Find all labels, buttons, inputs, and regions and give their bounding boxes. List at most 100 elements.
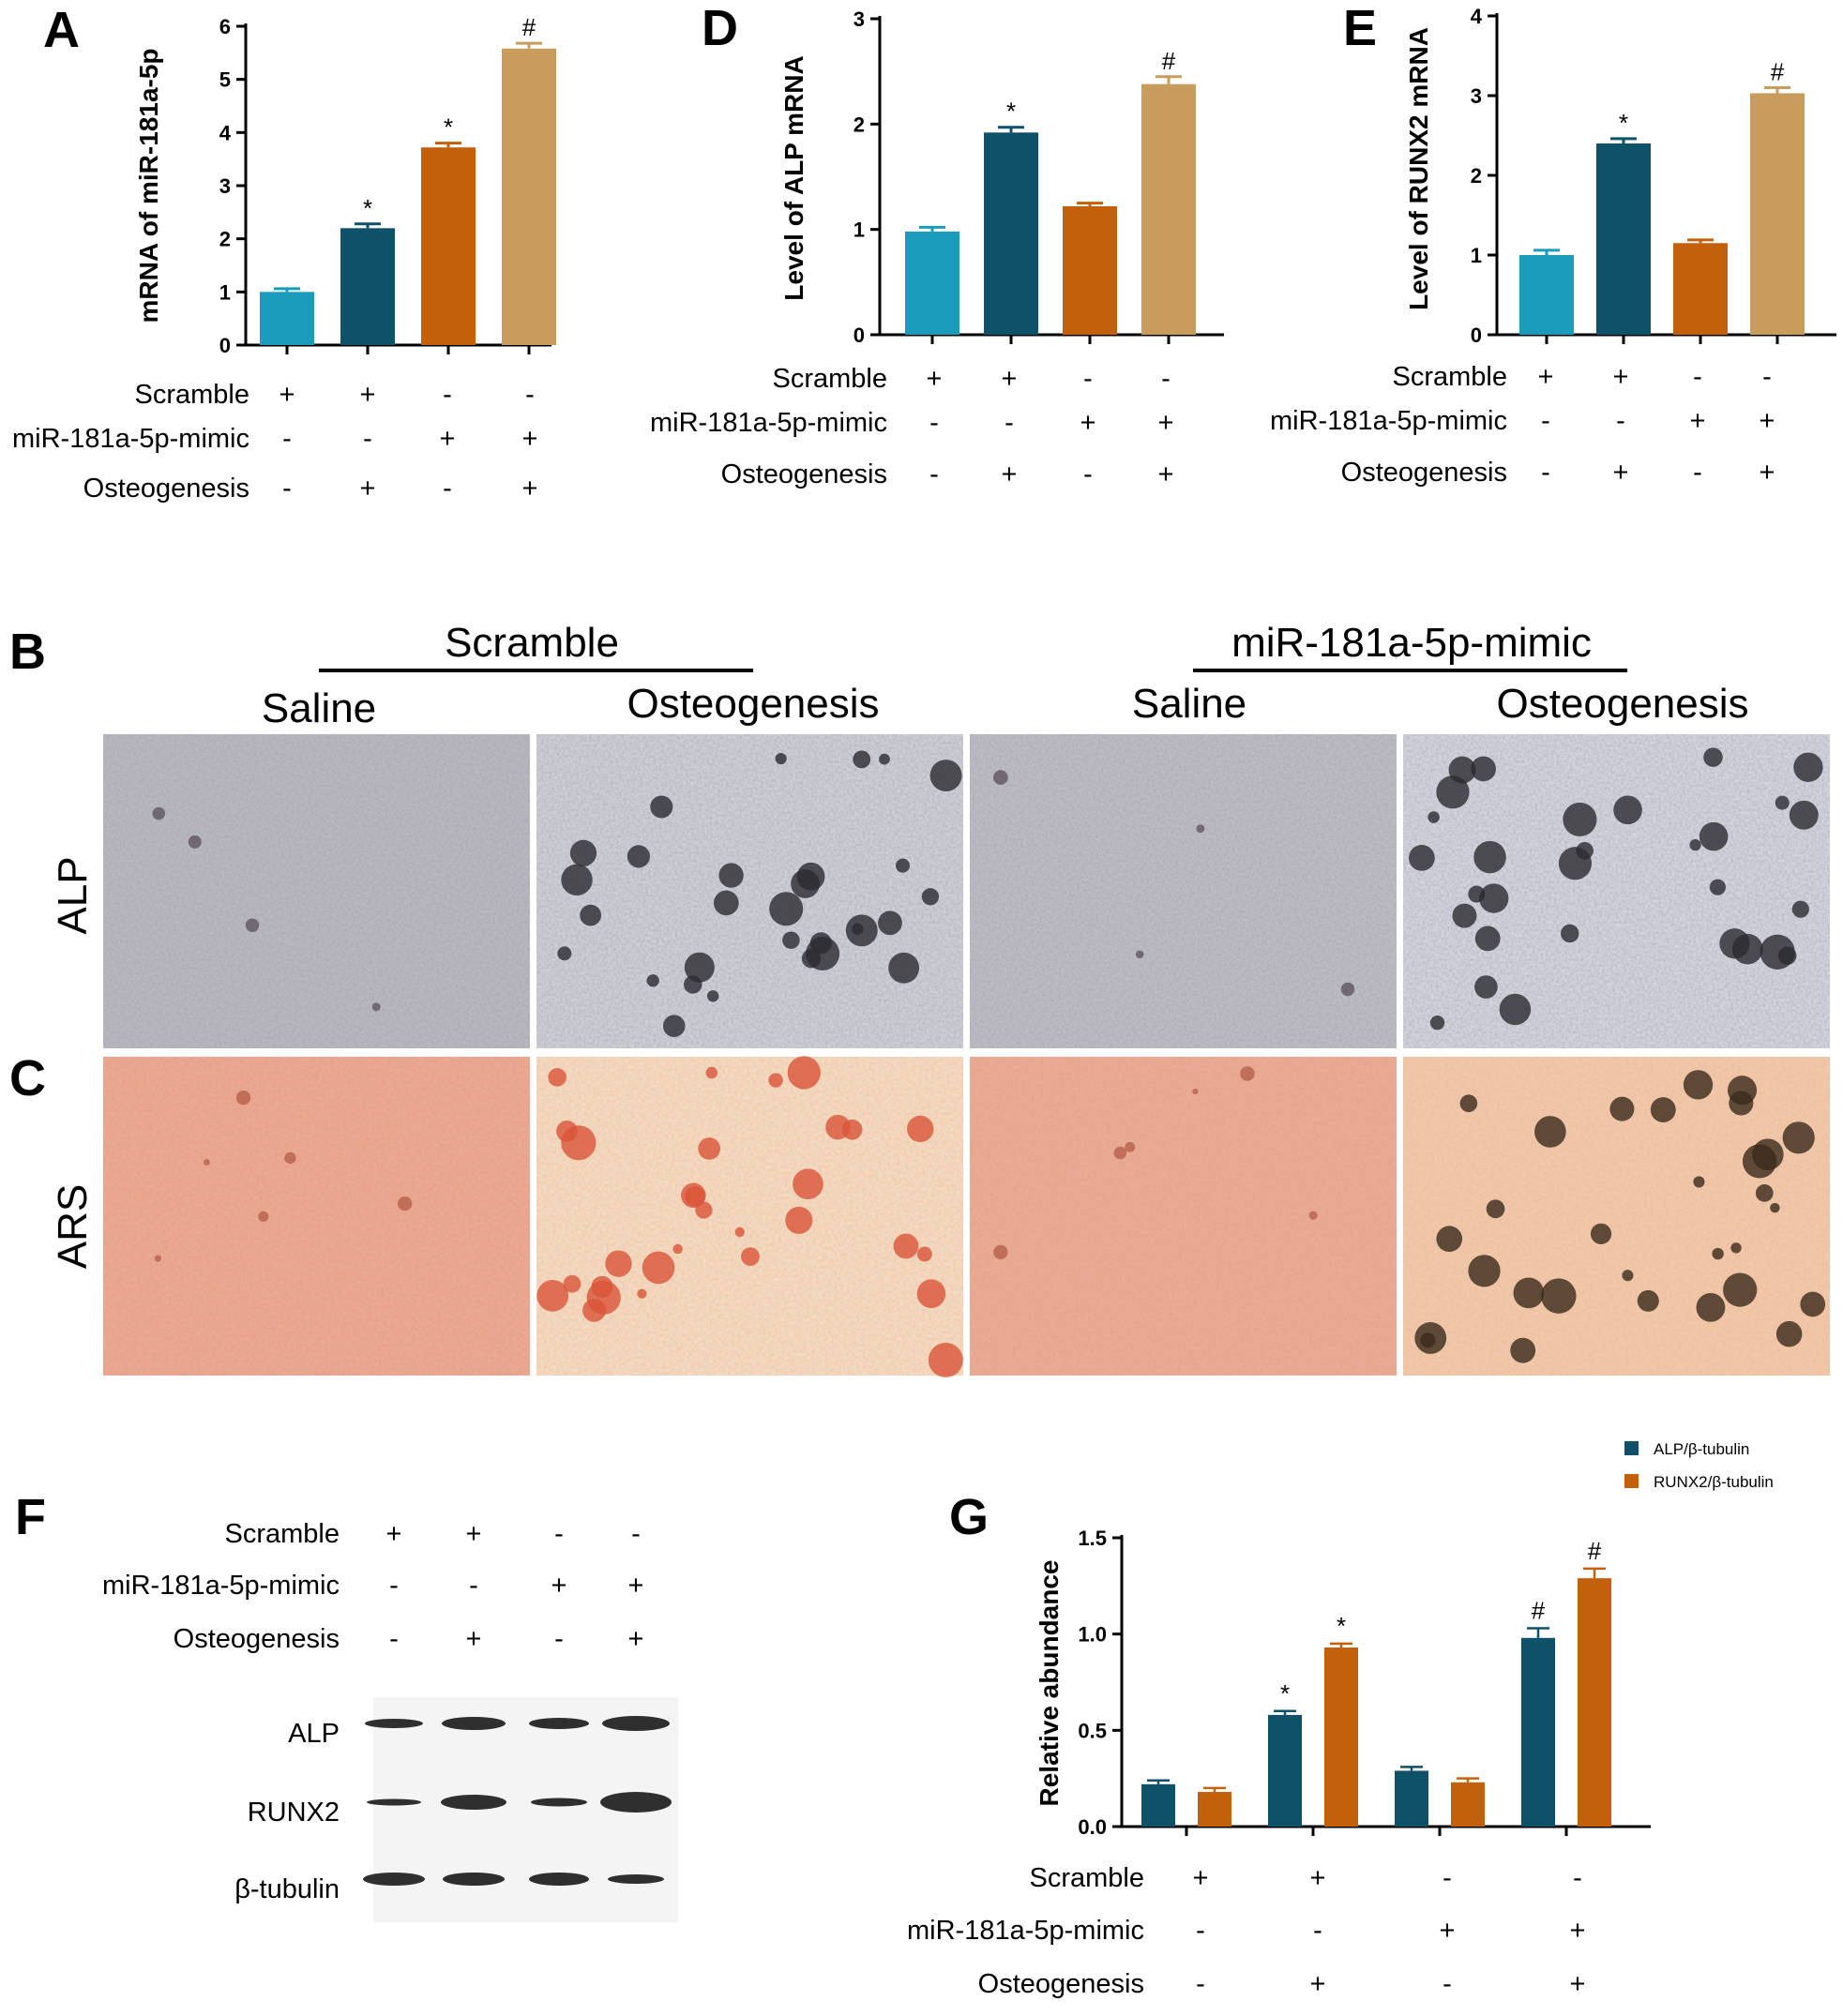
column-label-osteogenesis-2: Osteogenesis [1496,681,1748,727]
bar [1578,1578,1611,1827]
stain-spot [793,1168,823,1200]
group-label-scramble: Scramble [445,620,619,666]
y-tick-label: 1 [219,280,231,304]
condition-sign: + [1158,408,1174,438]
column-label-saline-1: Saline [262,685,376,731]
stain-spot [1650,1097,1676,1123]
stain-spot [235,1091,251,1106]
condition-sign: - [282,474,292,504]
condition-sign: - [1443,1969,1452,1999]
blot-label-runx2: RUNX2 [248,1798,340,1828]
micrograph-alp [970,734,1397,1048]
y-axis-title: Level of RUNX2 mRNA [1404,27,1433,310]
blot-band [600,1792,672,1813]
y-tick-label: 2 [1471,164,1482,188]
condition-label: Osteogenesis [174,1624,340,1654]
stain-spot [741,1247,760,1267]
stain-spot [1428,811,1440,823]
bar [1519,255,1574,335]
chart-g-relative-abundance: 0.0 0.5 1.0 1.5 Relative abundance * # * # Scramb… [907,1527,1651,1999]
condition-label: Scramble [225,1519,340,1549]
stain-spot [1420,1332,1436,1348]
stain-spot [698,1137,721,1160]
significance-mark: * [363,194,372,222]
stain-spot [637,1288,647,1299]
stain-spot [1683,1070,1714,1100]
stain-spot [895,858,910,873]
stain-spot [684,975,702,994]
stain-spot [1609,1096,1635,1121]
stain-spot [1436,775,1470,809]
stain-spot [706,990,719,1002]
condition-sign: - [554,1519,564,1549]
y-tick-label: 6 [219,15,231,38]
condition-sign: + [1613,458,1629,488]
stain-spot [580,904,601,926]
stain-spot [907,1115,934,1143]
y-tick-label: 0.0 [1078,1815,1107,1839]
condition-sign: - [929,459,939,489]
stain-spot [1486,1199,1505,1219]
panel-label-d: D [702,0,738,56]
blot-band [529,1718,589,1729]
stain-spot [928,1342,963,1377]
stain-spot [605,1250,632,1277]
stain-spot [1775,795,1790,810]
condition-sign: - [1083,364,1093,394]
stain-spot [1429,1015,1445,1031]
stain-spot [1459,1094,1478,1113]
condition-sign: + [1613,362,1629,392]
condition-sign: + [522,474,538,504]
blot-band [531,1798,587,1807]
condition-sign: - [389,1624,399,1654]
stain-spot [893,1233,919,1259]
stain-spot [557,946,572,961]
stain-spot [1113,1146,1127,1160]
y-tick-label: 2 [219,228,231,251]
condition-sign: + [1158,459,1174,489]
condition-sign: - [1762,362,1772,392]
stain-spot [1196,824,1205,834]
stain-spot [775,752,787,765]
micrograph-alp [536,734,963,1048]
condition-label: Osteogenesis [721,459,887,489]
stain-spot [1409,845,1435,871]
condition-sign: + [466,1519,482,1549]
stain-spot [1473,840,1506,874]
condition-label: Scramble [135,380,250,410]
y-tick-label: 0 [1471,323,1482,347]
stain-spot [1135,950,1144,959]
condition-sign: - [469,1571,478,1601]
stain-spot [204,1159,210,1166]
condition-sign: + [1538,362,1554,392]
micrograph-ars [536,1056,963,1377]
stain-spot [705,1066,718,1079]
stain-spot [245,918,260,932]
stain-spot [1782,1121,1815,1154]
blot-band [363,1873,425,1886]
condition-sign: + [1310,1863,1326,1893]
condition-sign: - [282,424,292,454]
stain-spot [662,1015,686,1037]
condition-sign: - [525,380,535,410]
blot-band [608,1874,664,1884]
stain-spot [1712,1247,1724,1260]
stain-spot [548,1068,566,1087]
y-tick-label: 0 [854,323,865,347]
condition-sign: - [1693,362,1702,392]
micrograph-background [970,1057,1397,1376]
condition-label: Scramble [1393,362,1508,392]
stain-spot [929,760,962,792]
stain-spot [1471,756,1497,782]
condition-label: Scramble [773,364,888,394]
stain-spot [1791,900,1809,918]
condition-sign: + [1002,459,1018,489]
stain-spot [1590,1223,1612,1244]
y-axis-title: mRNA of miR-181a-5p [134,48,163,323]
y-tick-label: 4 [1471,5,1483,28]
stain-spot [684,952,715,983]
condition-label: Osteogenesis [1341,458,1507,488]
stain-spot [796,862,825,891]
significance-mark: * [1619,109,1628,137]
stain-spot [188,835,202,849]
